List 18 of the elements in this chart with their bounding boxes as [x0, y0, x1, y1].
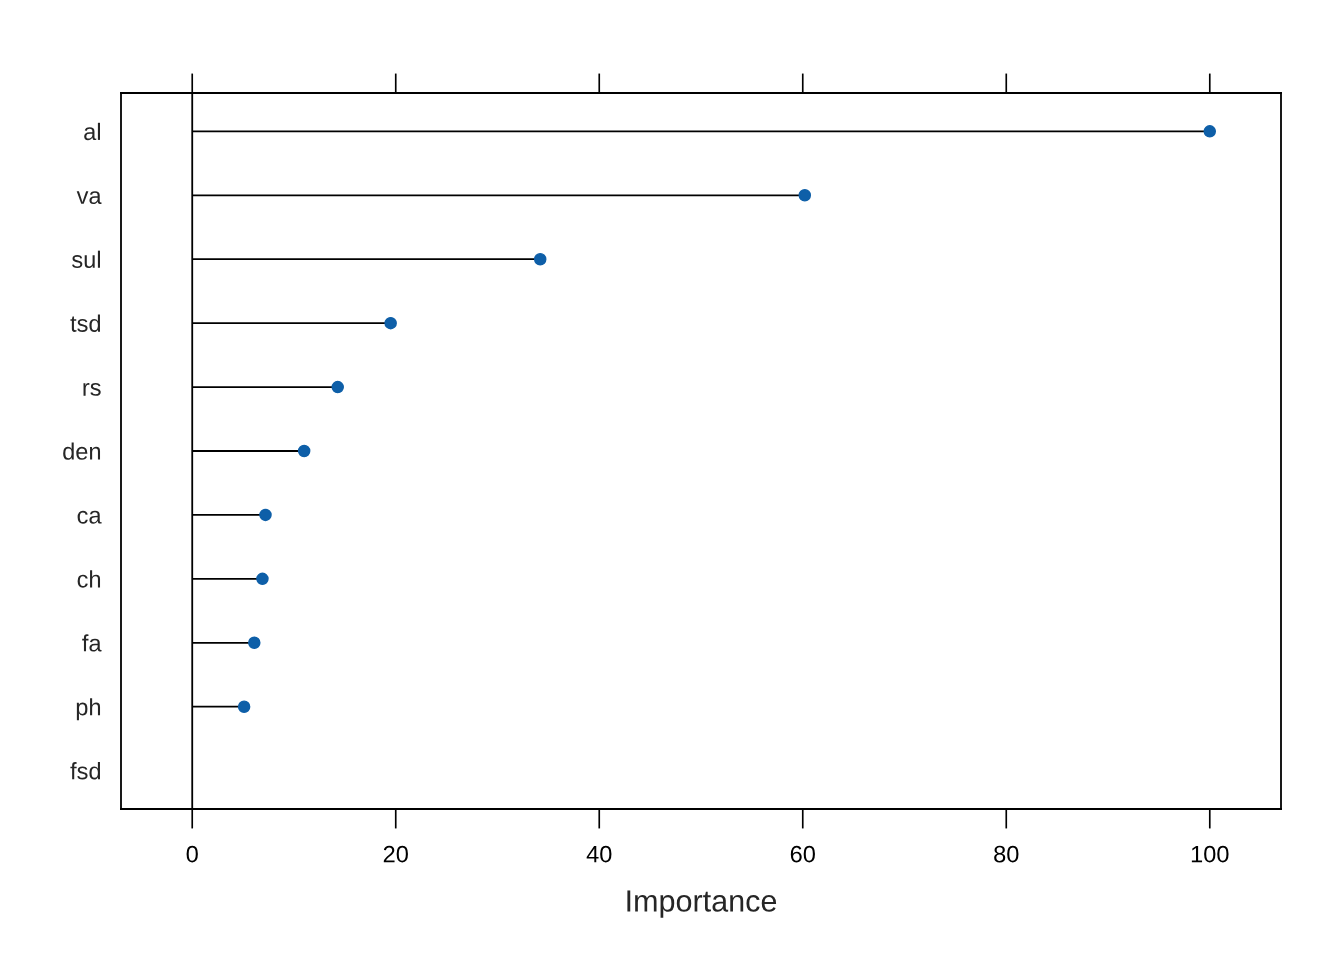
y-tick-label: al: [84, 122, 100, 141]
x-tick-label: 20: [383, 845, 408, 863]
x-tick-label: 100: [1191, 845, 1229, 863]
y-tick-label: fa: [82, 634, 102, 652]
y-tick-label: rs: [83, 382, 101, 396]
y-tick-label: ph: [76, 698, 101, 721]
y-tick-label: tsd: [70, 314, 101, 332]
y-tick-label: va: [76, 191, 102, 205]
y-tick-label: den: [63, 442, 101, 460]
y-tick-label: ca: [77, 510, 102, 524]
x-tick-label: 40: [586, 845, 612, 863]
x-tick-label: 60: [790, 845, 815, 863]
y-tick-label: fsd: [70, 762, 101, 780]
x-tick-label: 80: [994, 845, 1019, 863]
y-tick-label: ch: [77, 570, 101, 588]
x-tick-label: 0: [186, 845, 198, 863]
x-axis-title: Importance: [627, 890, 777, 918]
y-tick-label: sul: [72, 250, 100, 268]
